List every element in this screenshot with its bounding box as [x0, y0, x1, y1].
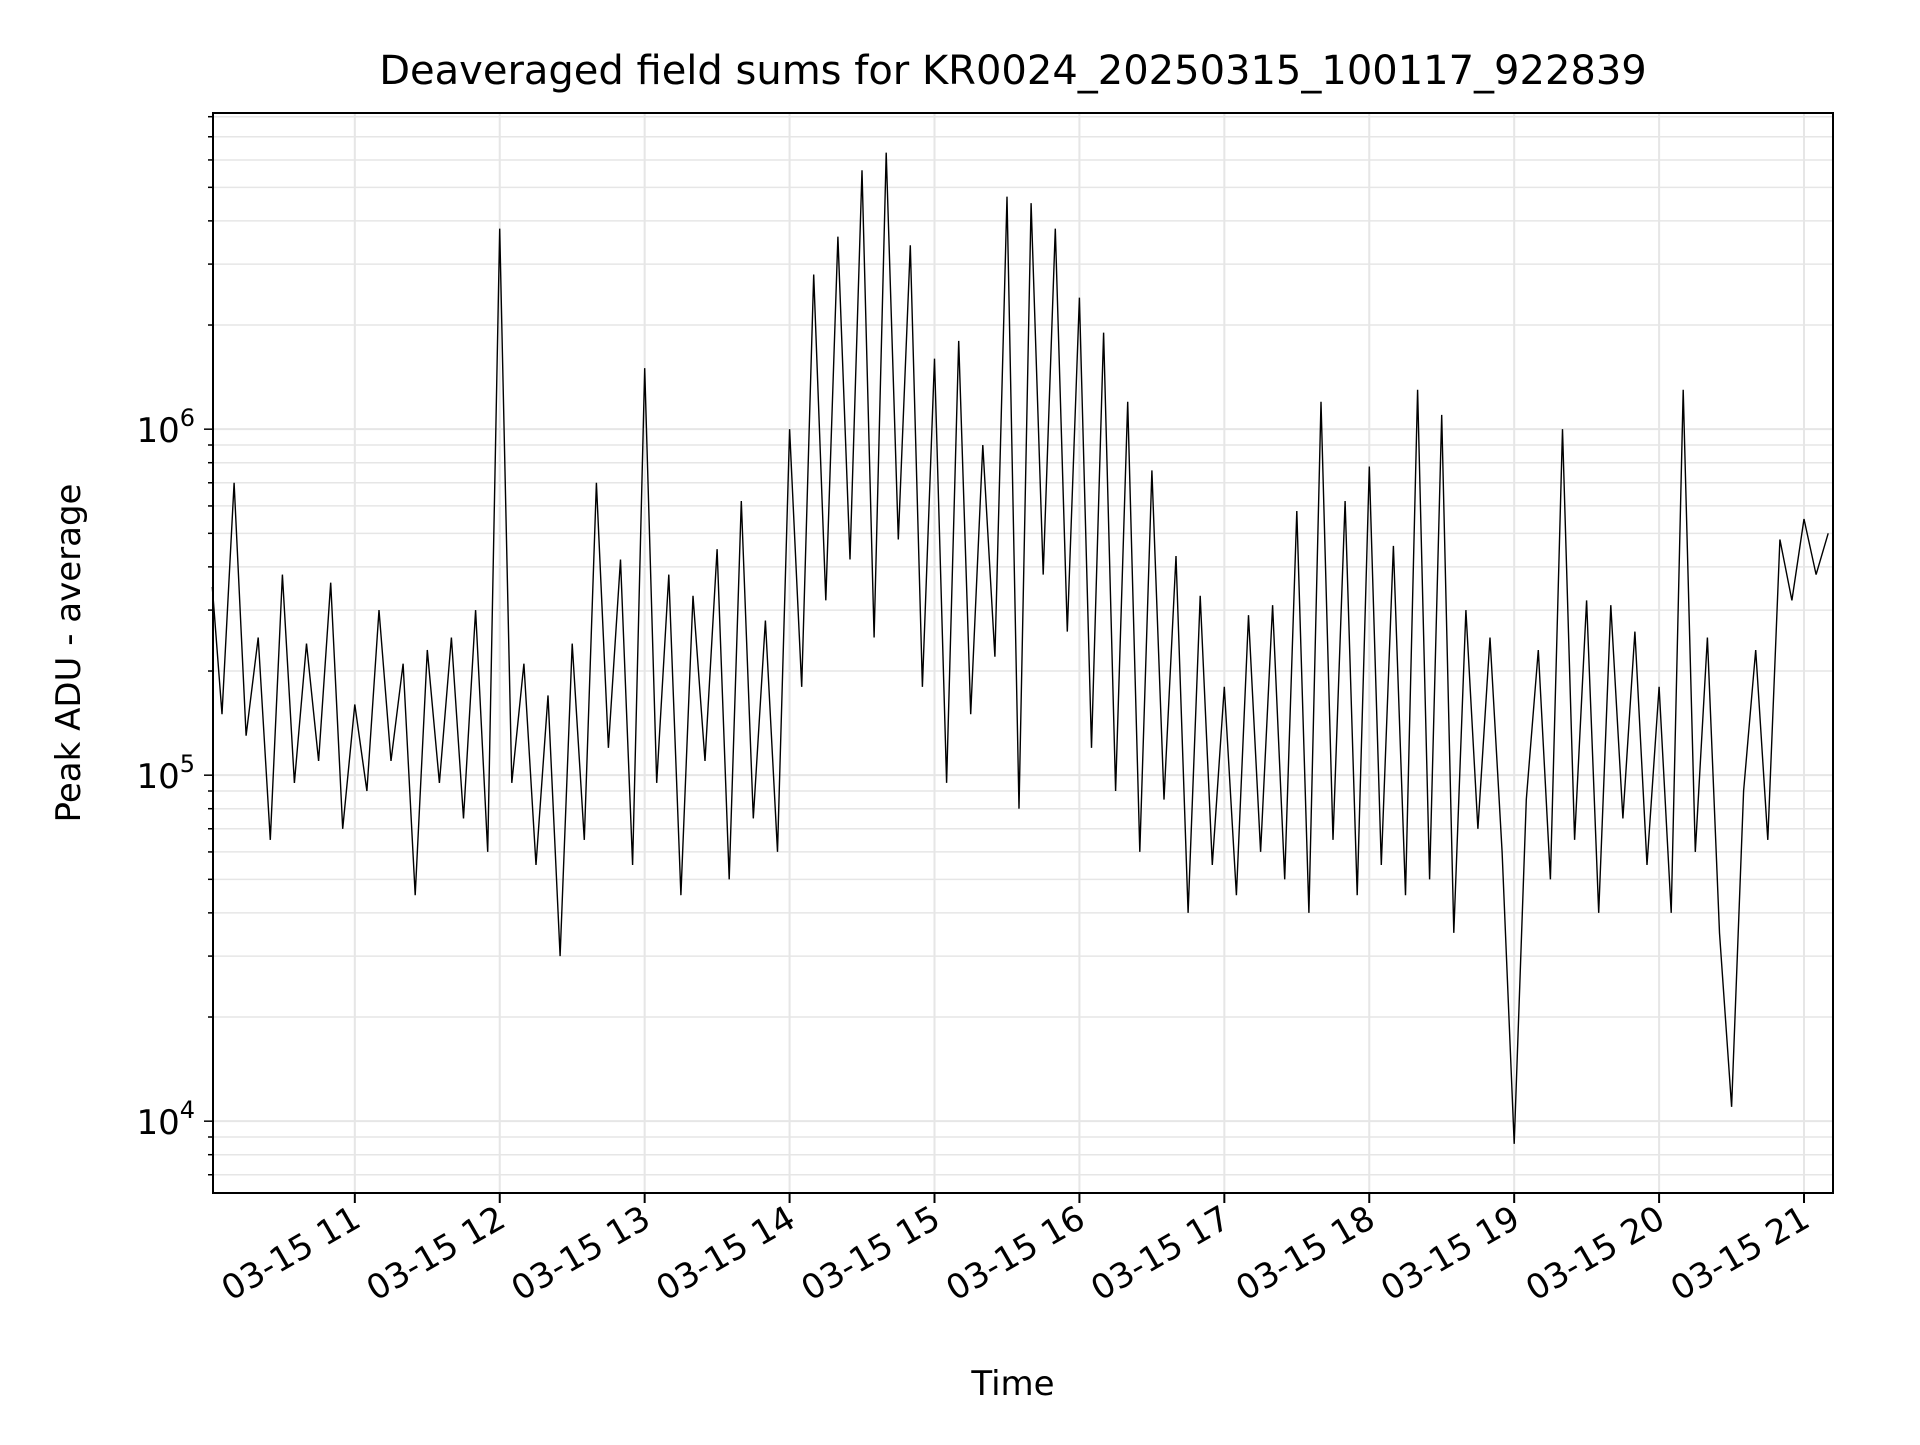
y-tick-label: 105 — [136, 750, 195, 797]
y-axis-label: Peak ADU - average — [49, 484, 89, 823]
y-tick-label: 104 — [136, 1096, 195, 1143]
series — [211, 152, 1829, 1144]
series-line — [211, 152, 1829, 1144]
chart-title: Deaveraged field sums for KR0024_2025031… — [379, 48, 1647, 94]
x-axis-label: Time — [970, 1364, 1054, 1404]
y-tick-label: 106 — [136, 404, 195, 451]
plot-frame — [212, 112, 1834, 1194]
